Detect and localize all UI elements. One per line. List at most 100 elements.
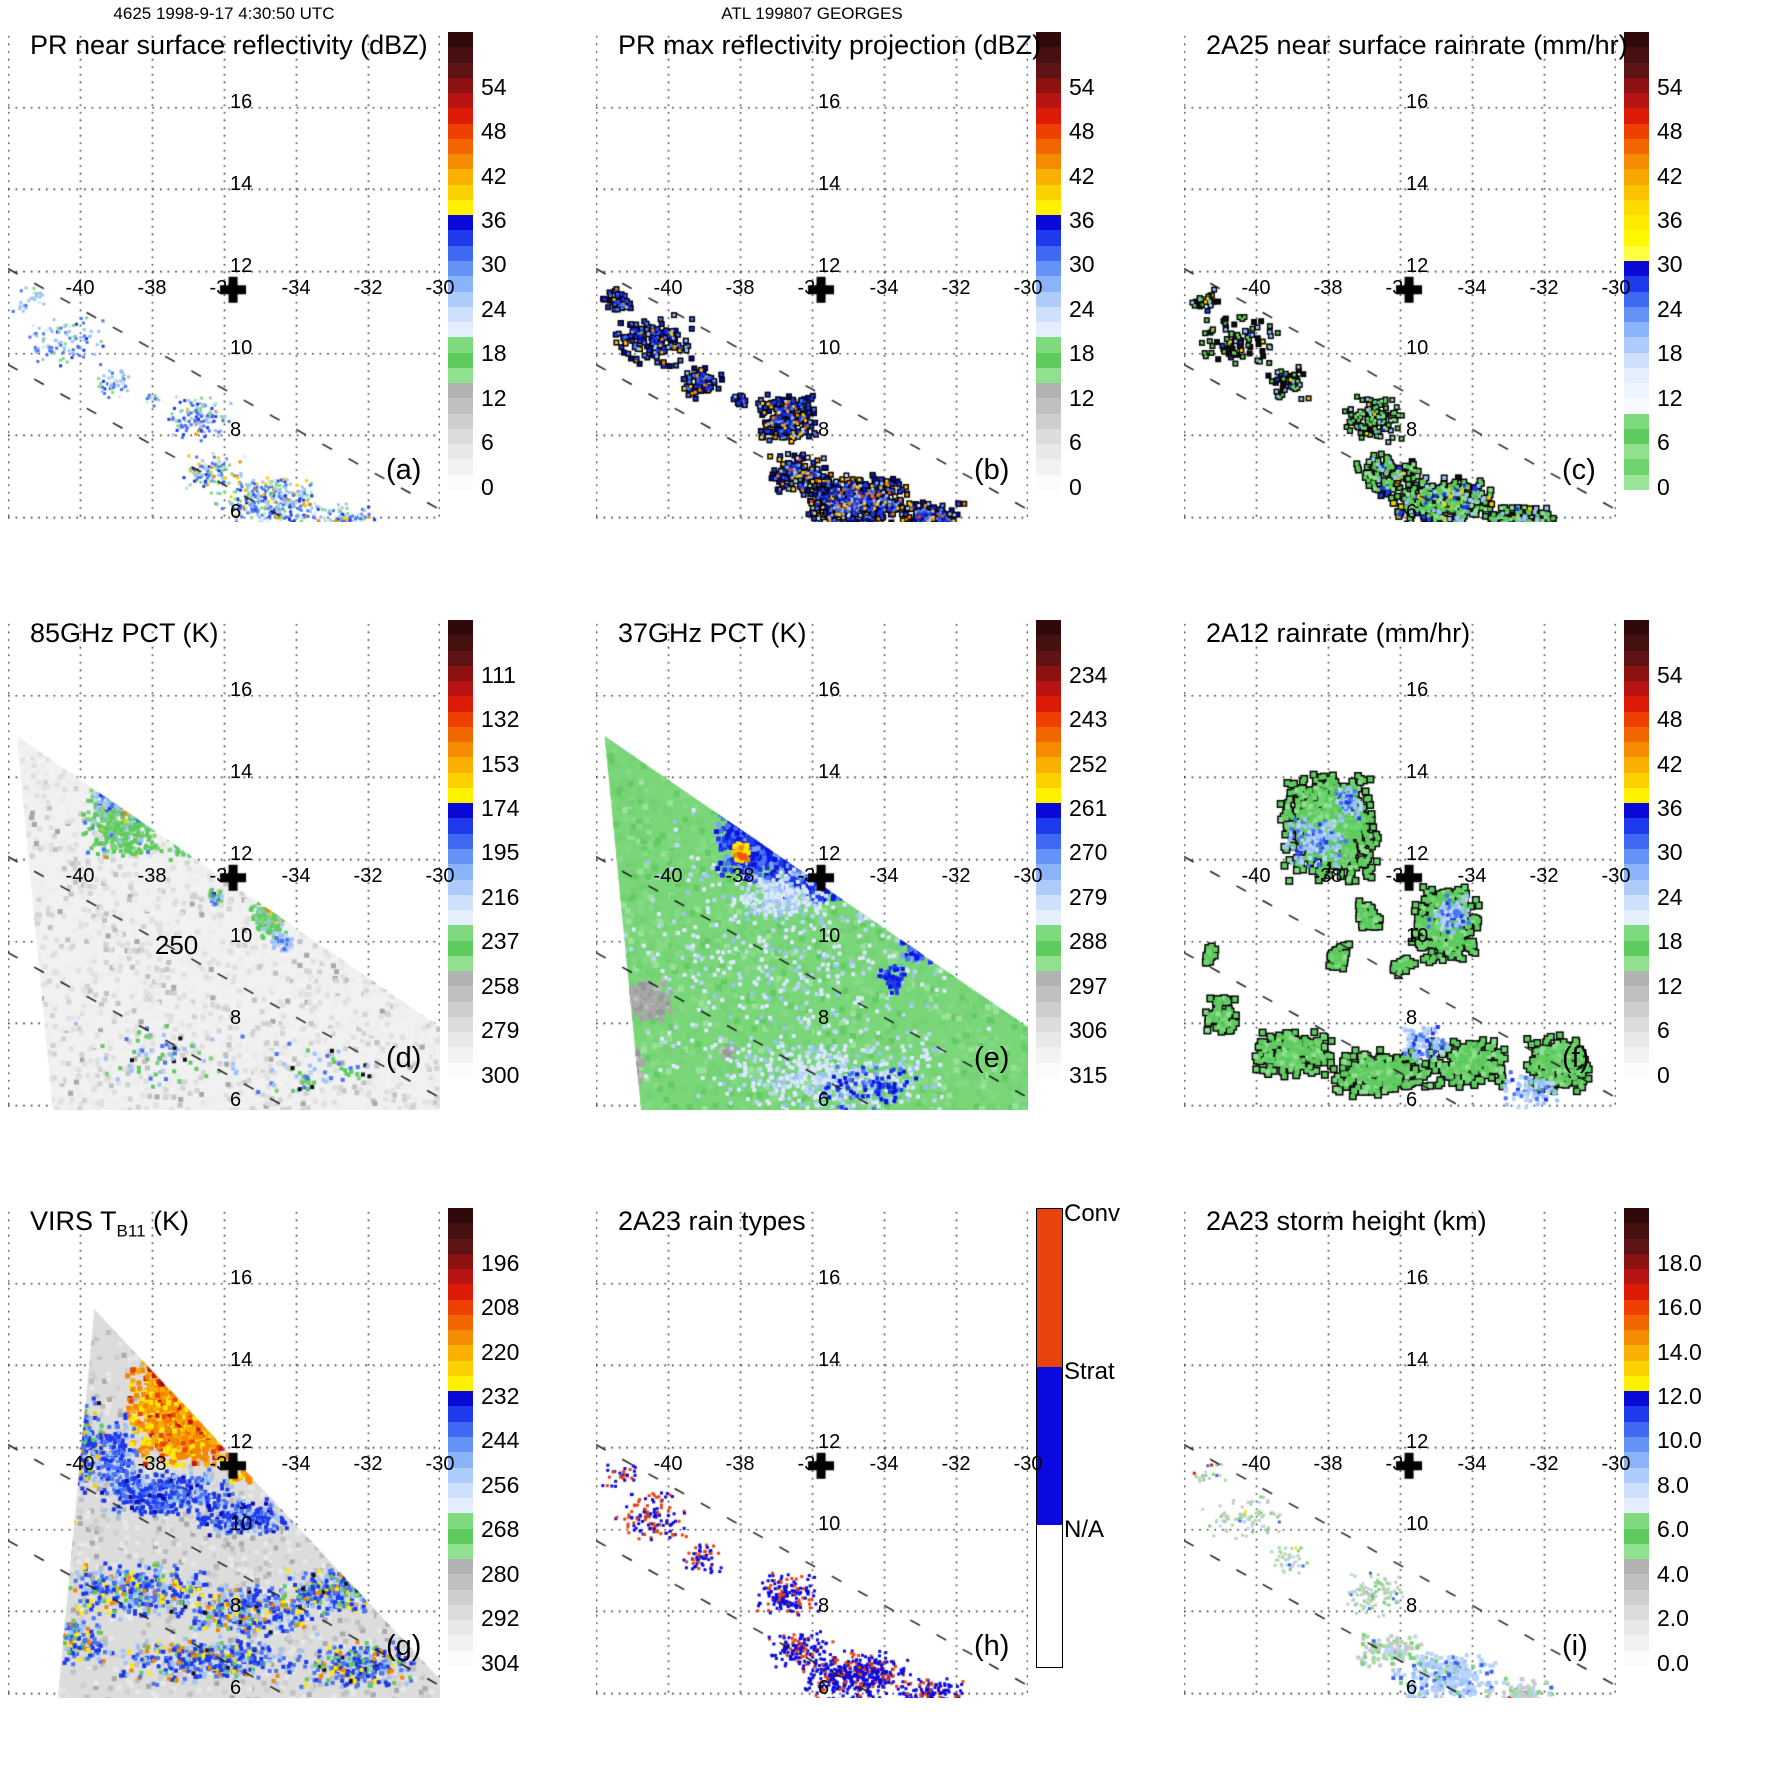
colorbar-segment <box>1624 1360 1649 1376</box>
colorbar-segment <box>1624 474 1649 490</box>
colorbar-tick-label: 24 <box>1069 295 1095 322</box>
colorbar-segment <box>1624 1559 1649 1575</box>
colorbar-segment <box>1624 1314 1649 1331</box>
panel-title-text: PR near surface reflectivity (dBZ) <box>30 30 428 60</box>
colorbar-tick-label: 48 <box>481 118 507 145</box>
colorbar-segment <box>1624 108 1649 124</box>
colorbar-segment <box>1036 306 1061 323</box>
colorbar-tick-label: 256 <box>481 1471 520 1498</box>
panel-title-text: 2A23 rain types <box>618 1206 806 1236</box>
colorbar-tick-label: 220 <box>481 1338 520 1365</box>
map-plot: (g) 16 14 12 10 8 6 -40 -38 -36 -34 -32 -30 <box>8 1206 454 1699</box>
panel-title: 85GHz PCT (K) <box>30 618 219 653</box>
colorbar-segment <box>1624 184 1649 200</box>
lon-label: -34 <box>869 277 899 300</box>
colorbar-segment <box>448 47 473 63</box>
colorbar-segment <box>1624 260 1649 277</box>
colorbar-segment <box>448 428 473 445</box>
lon-label: -32 <box>1529 1453 1559 1476</box>
lon-label: -38 <box>1313 1453 1343 1476</box>
colorbar-segment <box>1624 1269 1649 1285</box>
lat-label: 8 <box>230 1006 242 1029</box>
map-plot: (e) 16 14 12 10 8 6 -40 -38 -36 -34 -32 -30 <box>596 618 1042 1111</box>
colorbar-segment <box>1036 650 1061 666</box>
colorbar-segment <box>1036 108 1061 124</box>
panel-title-text: 2A23 storm height (km) <box>1206 1206 1487 1236</box>
colorbar-segment <box>1624 787 1649 804</box>
colorbar-segment <box>1624 1452 1649 1468</box>
lon-label: -32 <box>941 865 971 888</box>
colorbar-segment <box>1624 665 1649 682</box>
storm-name-header: ATL 199807 GEORGES <box>721 4 903 23</box>
colorbar-segment <box>1624 32 1649 48</box>
colorbar-segment <box>448 260 473 277</box>
lat-label: 8 <box>1406 1006 1418 1029</box>
colorbar-segment <box>448 742 473 758</box>
colorbar-segment <box>1624 971 1649 987</box>
colorbar-segment <box>448 635 473 651</box>
colorbar-segment <box>1036 459 1061 475</box>
colorbar-segment <box>1624 123 1649 139</box>
panel-d: 85GHz PCT (K) (d) 16 14 12 10 8 6 -40 -38 -36 -34… <box>0 588 588 1176</box>
lon-label: -34 <box>281 865 311 888</box>
colorbar-segment <box>1624 635 1649 651</box>
colorbar-tick-label: 6 <box>1069 429 1082 456</box>
colorbar-segment <box>1036 787 1061 804</box>
lon-label: -40 <box>65 865 95 888</box>
colorbar-segment <box>1036 864 1061 880</box>
map-plot: (a) 16 14 12 10 8 6 -40 -38 -36 -34 -32 -30 <box>8 30 454 523</box>
panel-b: PR max reflectivity projection (dBZ) (b)… <box>588 0 1176 588</box>
lon-label: -32 <box>941 1453 971 1476</box>
panel-title: 2A23 storm height (km) <box>1206 1206 1487 1241</box>
colorbar-segment <box>448 1467 473 1483</box>
colorbar-segment <box>448 230 473 246</box>
colorbar-tick-label: 288 <box>1069 928 1108 955</box>
colorbar-segment <box>448 1314 473 1331</box>
colorbar-segment <box>1036 276 1061 292</box>
colorbar-tick-label: 6 <box>481 429 494 456</box>
colorbar-segment <box>1036 322 1061 338</box>
colorbar-segment <box>1624 1345 1649 1361</box>
colorbar-segment <box>448 833 473 849</box>
colorbar-segment <box>448 681 473 697</box>
colorbar-segment <box>448 459 473 475</box>
colorbar-segment <box>1624 803 1649 819</box>
lon-label: -34 <box>869 1453 899 1476</box>
colorbar-segment <box>1624 322 1649 338</box>
colorbar-segment <box>1624 986 1649 1002</box>
colorbar-segment <box>448 696 473 712</box>
colorbar-segment <box>448 184 473 200</box>
colorbar-segment <box>448 986 473 1002</box>
lat-label: 12 <box>1406 1431 1429 1454</box>
colorbar-segment <box>1036 169 1061 185</box>
map-canvas <box>596 1206 1028 1698</box>
colorbar-segment <box>1624 1589 1649 1605</box>
lon-label: -38 <box>137 277 167 300</box>
contour-label: 250 <box>154 929 199 960</box>
colorbar-category-label: Strat <box>1064 1358 1115 1385</box>
lon-label: -30 <box>1601 865 1631 888</box>
colorbar-segment <box>1624 428 1649 445</box>
colorbar-tick-label: 297 <box>1069 972 1108 999</box>
colorbar-tick-label: 54 <box>1069 73 1095 100</box>
colorbar-segment <box>448 1047 473 1063</box>
colorbar-segment <box>448 1436 473 1453</box>
colorbar-segment <box>1036 955 1061 972</box>
colorbar-tick-label: 48 <box>1657 706 1683 733</box>
panel-title-units: (K) <box>145 1206 190 1236</box>
colorbar-segment <box>448 444 473 460</box>
panel-title-subscript: B11 <box>116 1221 146 1241</box>
panel-title: 2A23 rain types <box>618 1206 806 1241</box>
colorbar-segment <box>448 1330 473 1346</box>
lon-label: -36 <box>1385 1453 1415 1476</box>
colorbar-segment <box>1036 62 1061 78</box>
lon-label: -36 <box>797 277 827 300</box>
colorbar-tick-label: 132 <box>481 706 520 733</box>
lat-label: 10 <box>230 337 253 360</box>
colorbar-segment <box>448 772 473 788</box>
colorbar-segment <box>448 940 473 956</box>
colorbar-segment <box>1036 444 1061 460</box>
colorbar-segment <box>448 879 473 895</box>
colorbar-segment <box>448 1253 473 1270</box>
colorbar-segment <box>1036 199 1061 216</box>
